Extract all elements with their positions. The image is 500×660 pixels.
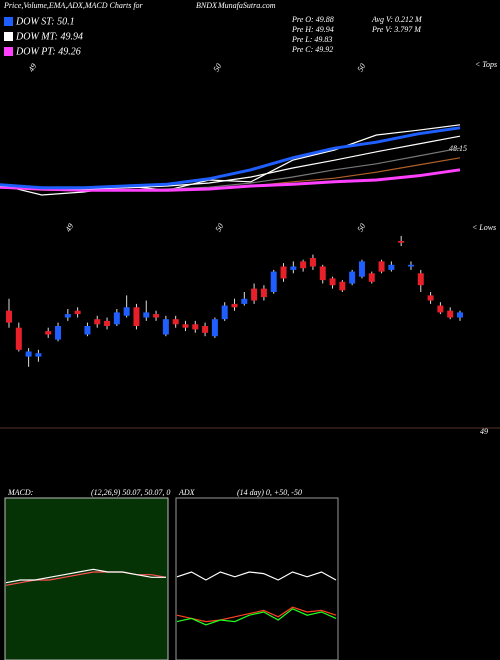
annotation: 49 [27,62,39,73]
annotation: 49 [64,222,76,233]
candle-body [94,319,101,325]
candle-body [447,310,454,318]
series-line [0,126,461,190]
candle-body [133,307,140,326]
candle-body [407,264,414,267]
candle-body [172,319,179,325]
info: Pre C: 49.92 [291,45,333,54]
annotation: < Tops [475,60,497,69]
candle-body [260,288,267,298]
series-line [5,568,166,584]
panel-title: MACD: [7,488,34,497]
candle-body [457,312,463,318]
candle-body [211,319,218,337]
candle-body [231,303,238,308]
info: Pre L: 49.83 [291,35,332,44]
site: MunafaSutra.com [217,1,276,10]
candle-body [290,266,297,270]
candle-body [64,314,71,318]
candle-body [339,281,346,291]
candle-body [329,278,336,286]
legend-swatch [4,32,13,41]
legend-swatch [4,47,13,56]
info: Pre H: 49.94 [291,25,334,34]
candle-body [104,320,111,326]
candle-body [15,327,22,350]
candle-body [221,305,228,320]
page-title: Price,Volume,EMA,ADX,MACD Charts for [3,1,144,10]
series-line [0,124,461,196]
candle-body [378,261,385,272]
candle-body [368,273,375,282]
info: Pre O: 49.88 [291,15,334,24]
candle-body [437,305,444,313]
panel-title: ADX [178,488,196,497]
candle-body [113,312,120,325]
candle-body [162,319,169,335]
annotation: 50 [356,222,368,233]
candle-body [309,258,316,267]
annotation: 50 [212,62,224,73]
candle-body [6,310,12,323]
panel-subtitle: (14 day) 0, +50, -50 [237,488,302,497]
annotation: 50 [356,62,368,73]
candle-body [241,298,248,304]
candle-body [74,310,81,315]
candle-body [398,241,405,243]
legend-label: DOW ST: 50.1 [15,16,75,27]
candle-body [427,295,434,301]
candle-body [280,266,287,279]
candle-body [349,271,356,284]
annotation: 50 [214,222,226,233]
series-line [176,571,337,581]
symbol: BNDX [196,1,218,10]
candle-body [182,324,189,328]
panel-subtitle: (12,26,9) 50.07, 50.07, 0 [91,488,170,497]
candle-body [153,314,160,318]
candle-body [123,307,130,316]
candle-body [143,312,150,318]
legend-swatch [4,17,13,26]
series-line [176,606,337,623]
candle-body [300,261,307,269]
candle-body [270,271,277,292]
candle-body [55,326,62,340]
y-tick-label: 49 [480,427,488,436]
candle-body [388,264,395,270]
series-line [176,608,337,626]
adx-panel [175,497,339,660]
info: Pre V: 3.797 M [371,25,422,34]
candle-body [192,324,199,330]
candle-body [25,351,32,357]
candle-body [417,273,424,286]
candle-body [358,261,365,277]
legend-label: DOW MT: 49.94 [15,31,83,42]
macd-panel [4,497,169,660]
candle-body [319,266,326,281]
candle-body [45,331,52,335]
series-line [0,168,461,192]
annotation: < Lows [472,223,496,232]
candle-body [84,326,91,335]
info: Avg V: 0.212 M [371,15,423,24]
candle-body [202,326,209,333]
legend-label: DOW PT: 49.26 [15,46,81,57]
candle-body [35,353,42,357]
candle-body [251,288,258,301]
